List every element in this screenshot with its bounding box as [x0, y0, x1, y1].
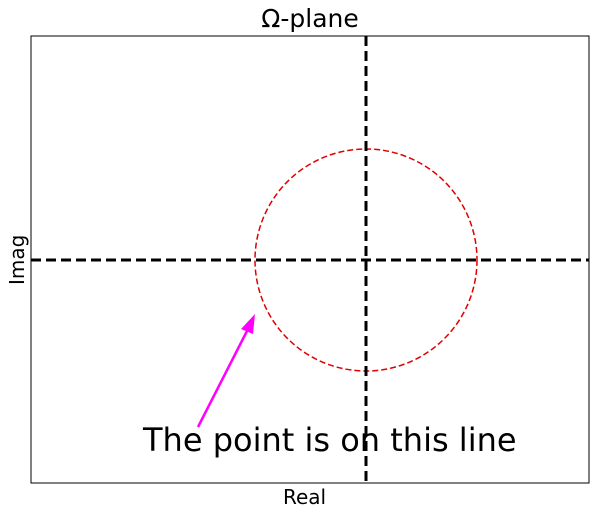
annotation-arrow-shaft: [196, 330, 249, 428]
annotation-arrow-head: [241, 314, 255, 334]
x-axis-label: Real: [283, 485, 327, 509]
annotation-text: The point is on this line: [142, 421, 517, 459]
y-axis-label: Imag: [5, 234, 29, 285]
plot-title: Ω-plane: [261, 4, 359, 33]
